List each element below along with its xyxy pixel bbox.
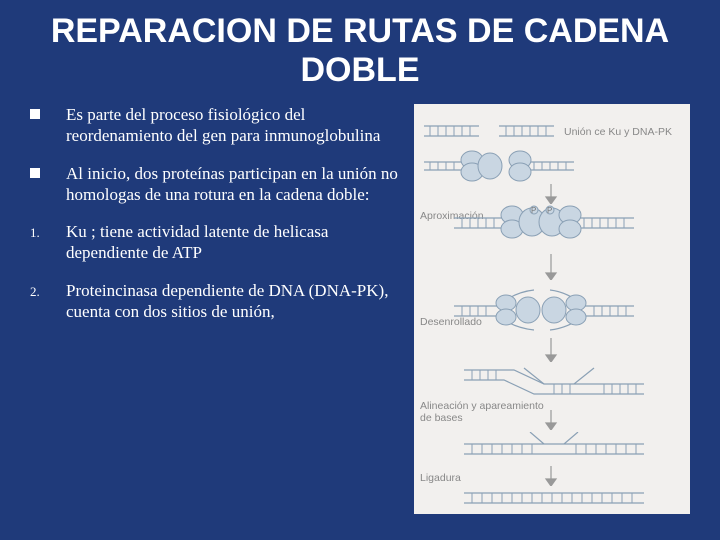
text-column: Es parte del proceso fisiológico del reo… [30, 104, 400, 514]
down-arrow-icon [544, 466, 558, 486]
dna-stage-4 [454, 286, 654, 334]
diagram-panel: Unión ce Ku y DNA-PK Aproximación Desenr… [414, 104, 690, 514]
number-marker: 2. [30, 280, 66, 323]
bullet-text: Ku ; tiene actividad latente de helicasa… [66, 221, 400, 264]
content-row: Es parte del proceso fisiológico del reo… [30, 104, 690, 514]
dna-stage-6 [464, 432, 644, 468]
diagram-label: de bases [420, 412, 463, 424]
down-arrow-icon [544, 184, 558, 204]
bullet-item: Es parte del proceso fisiológico del reo… [30, 104, 400, 147]
dna-stage-7 [464, 488, 644, 508]
down-arrow-icon [544, 254, 558, 280]
svg-text:P: P [531, 206, 536, 215]
numbered-item: 2. Proteincinasa dependiente de DNA (DNA… [30, 280, 400, 323]
down-arrow-icon [544, 338, 558, 362]
slide-title: REPARACION DE RUTAS DE CADENA DOBLE [30, 12, 690, 90]
numbered-item: 1. Ku ; tiene actividad latente de helic… [30, 221, 400, 264]
slide: REPARACION DE RUTAS DE CADENA DOBLE Es p… [0, 0, 720, 514]
down-arrow-icon [544, 410, 558, 430]
diagram-label: Unión ce Ku y DNA-PK [564, 126, 672, 138]
bullet-text: Es parte del proceso fisiológico del reo… [66, 104, 400, 147]
diagram-label: Ligadura [420, 472, 461, 484]
dna-stage-2 [424, 148, 680, 182]
dna-stage-5 [464, 364, 644, 408]
dna-stage-3: P P [454, 204, 654, 240]
bullet-item: Al inicio, dos proteínas participan en l… [30, 163, 400, 206]
svg-text:P: P [547, 206, 552, 215]
dna-stage-1 [424, 118, 554, 146]
number-marker: 1. [30, 221, 66, 264]
square-bullet-icon [30, 163, 66, 206]
bullet-text: Proteincinasa dependiente de DNA (DNA-PK… [66, 280, 400, 323]
bullet-text: Al inicio, dos proteínas participan en l… [66, 163, 400, 206]
square-bullet-icon [30, 104, 66, 147]
